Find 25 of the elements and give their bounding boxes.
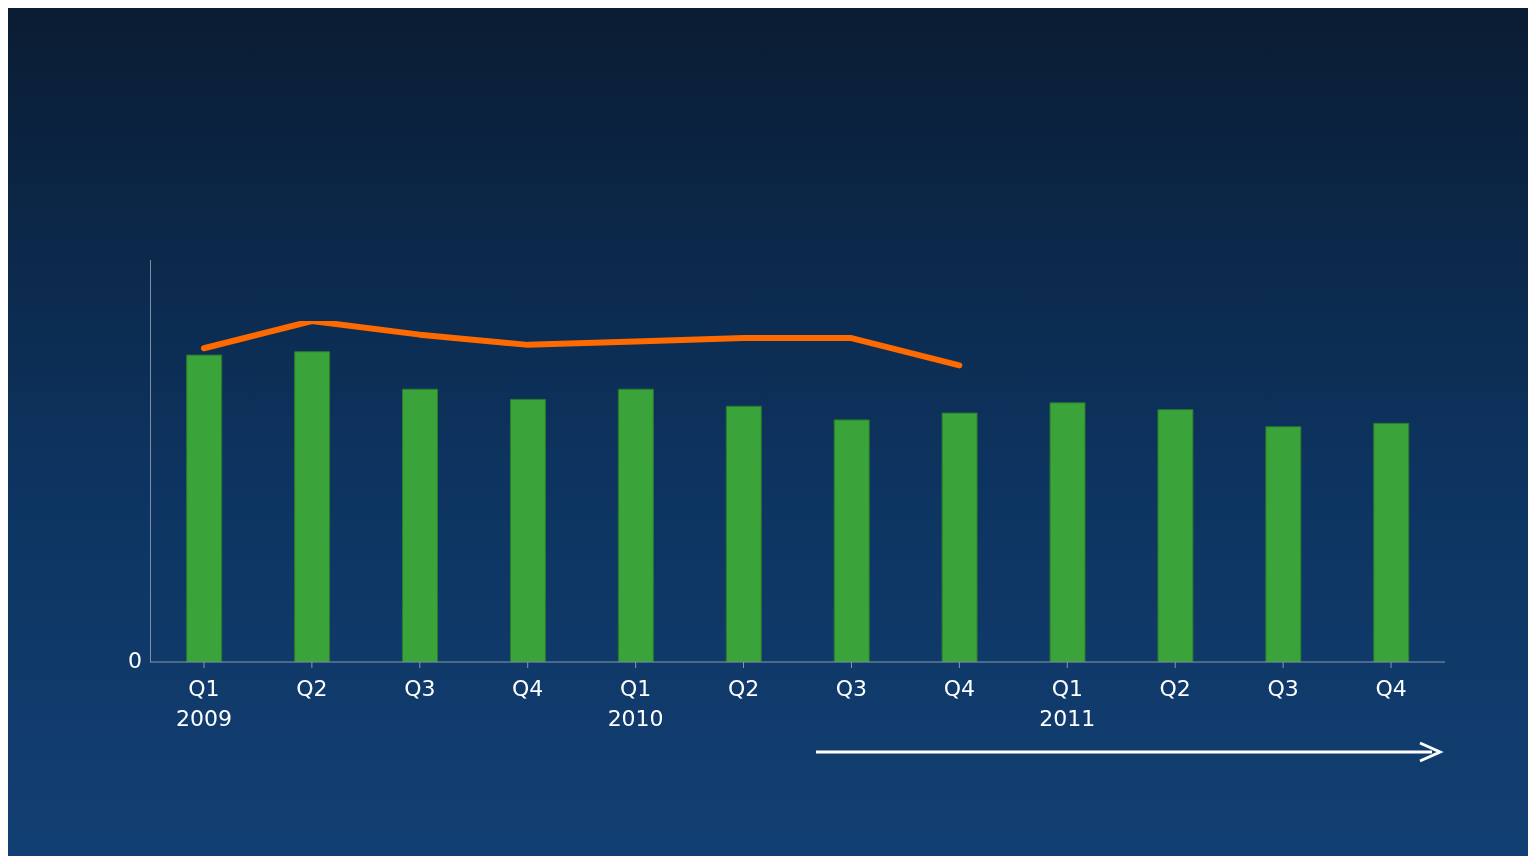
x-tick-label: Q4 <box>1375 676 1407 701</box>
bar <box>833 419 870 662</box>
x-tick-label: Q1 2009 <box>175 676 232 731</box>
bar <box>1157 409 1194 662</box>
x-tick-label: Q2 <box>1159 676 1191 701</box>
bar <box>725 405 762 662</box>
bar <box>294 351 331 662</box>
x-tick-label: Q3 <box>404 676 436 701</box>
x-tick-label: Q1 2010 <box>607 676 664 731</box>
x-tick-label: Q4 <box>512 676 544 701</box>
bar <box>402 388 439 662</box>
x-tick-label: Q3 <box>835 676 868 701</box>
x-tick-label: Q2 <box>296 676 328 701</box>
bar <box>1373 422 1410 662</box>
bar <box>186 354 223 662</box>
bar <box>941 412 978 662</box>
x-tick-label: Q3 <box>1267 676 1299 701</box>
bar <box>509 398 546 662</box>
x-tick-label: Q4 <box>943 676 976 701</box>
bar <box>1265 426 1302 662</box>
bar <box>617 388 654 662</box>
x-tick-label: Q2 <box>727 676 760 701</box>
text: 0 <box>127 648 142 673</box>
bar <box>1049 402 1086 662</box>
x-tick-label: Q1 2011 <box>1039 676 1096 731</box>
